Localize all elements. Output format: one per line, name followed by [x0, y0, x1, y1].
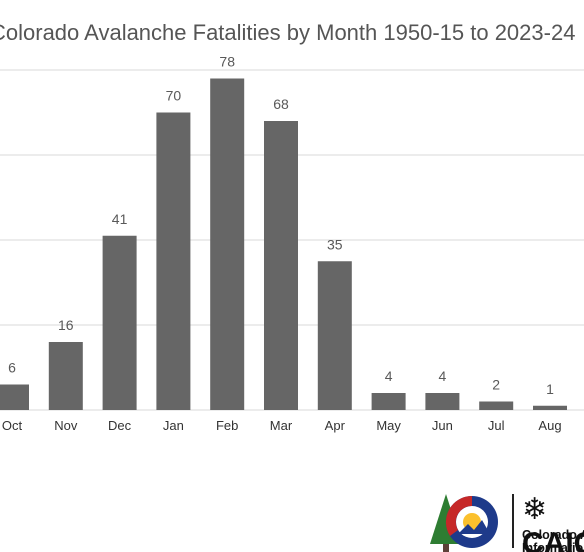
bar-jul: [479, 401, 514, 410]
x-tick-label-dec: Dec: [108, 418, 132, 433]
value-label-jan: 70: [166, 88, 182, 104]
bar-oct: [0, 384, 29, 410]
value-label-jul: 2: [492, 377, 500, 393]
bar-jan: [156, 112, 191, 410]
value-label-aug: 1: [546, 381, 554, 397]
x-tick-label-oct: Oct: [2, 418, 23, 433]
bar-feb: [210, 78, 245, 410]
logo-line-1: Colorado Avalanche: [522, 528, 584, 542]
bar-apr: [317, 261, 352, 410]
value-label-nov: 16: [58, 317, 74, 333]
x-tick-label-aug: Aug: [538, 418, 561, 433]
x-tick-label-jul: Jul: [488, 418, 505, 433]
x-tick-labels: Oct Nov Dec Jan Feb Mar Apr May Jun Jul Aug: [2, 418, 562, 433]
bar-may: [371, 393, 406, 410]
bar-mar: [264, 121, 298, 410]
value-label-apr: 35: [327, 236, 343, 252]
value-label-feb: 78: [219, 54, 235, 70]
value-label-dec: 41: [112, 211, 128, 227]
logo-line-2: Information Center: [522, 541, 584, 552]
x-tick-label-may: May: [376, 418, 401, 433]
bar-aug: [533, 405, 567, 410]
bar-chart: 6 16 41 70 78 68 35 4 4 2 1 Oct Nov Dec Jan Feb Mar Apr M…: [0, 54, 584, 433]
value-label-oct: 6: [8, 360, 16, 376]
x-tick-label-feb: Feb: [216, 418, 238, 433]
bars: [0, 78, 567, 410]
chart-title: Colorado Avalanche Fatalities by Month 1…: [0, 20, 576, 45]
bar-nov: [48, 342, 83, 410]
x-tick-label-apr: Apr: [325, 418, 346, 433]
value-label-may: 4: [385, 368, 393, 384]
x-tick-label-mar: Mar: [270, 418, 293, 433]
colorado-tree-logo-icon: [430, 494, 514, 552]
value-label-jun: 4: [439, 368, 447, 384]
x-tick-label-nov: Nov: [54, 418, 78, 433]
value-label-mar: 68: [273, 96, 289, 112]
bar-jun: [425, 393, 460, 410]
x-tick-label-jun: Jun: [432, 418, 453, 433]
value-labels: 6 16 41 70 78 68 35 4 4 2 1: [8, 54, 554, 397]
x-tick-label-jan: Jan: [163, 418, 184, 433]
bar-dec: [102, 235, 137, 410]
